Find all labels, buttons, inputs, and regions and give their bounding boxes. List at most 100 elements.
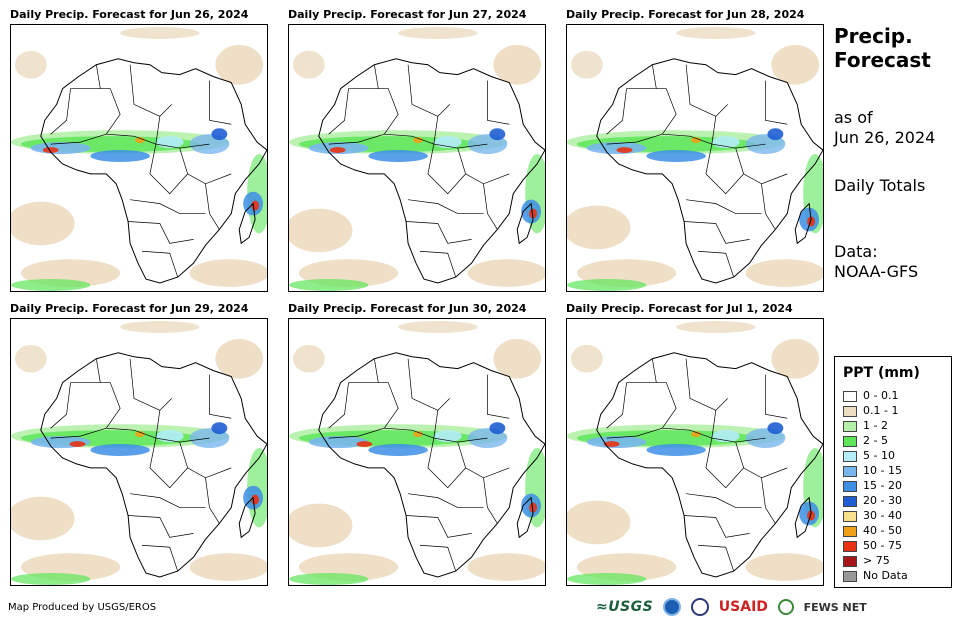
legend-item: 0.1 - 1 xyxy=(843,404,898,418)
precip-area xyxy=(292,344,325,373)
precip-area xyxy=(489,422,506,435)
country-border xyxy=(684,221,750,244)
country-border xyxy=(149,144,188,195)
country-border xyxy=(205,183,220,230)
precip-area xyxy=(356,441,373,448)
country-border xyxy=(95,64,101,89)
precip-area xyxy=(189,259,267,287)
precip-area xyxy=(292,50,325,79)
precip-area xyxy=(11,279,91,291)
precip-area xyxy=(11,201,75,246)
legend-swatch xyxy=(843,555,857,567)
country-border xyxy=(686,493,762,508)
country-border xyxy=(328,382,349,429)
legend-label: > 75 xyxy=(863,554,890,567)
precip-area xyxy=(676,321,756,333)
country-border xyxy=(106,427,156,439)
madagascar-outline xyxy=(794,202,812,245)
country-border xyxy=(328,88,349,135)
legend-item: 30 - 40 xyxy=(843,509,902,523)
country-border xyxy=(433,116,488,149)
precip-area xyxy=(586,142,647,155)
precip-area xyxy=(529,502,538,513)
precip-area xyxy=(567,500,631,545)
africa-map xyxy=(288,24,546,292)
usaid-logo: USAID xyxy=(718,599,768,615)
country-border xyxy=(141,250,179,278)
legend-swatch xyxy=(843,510,857,522)
legend-label: No Data xyxy=(863,569,908,582)
country-border xyxy=(328,133,385,145)
precip-area xyxy=(215,44,264,85)
country-border xyxy=(487,80,510,125)
data-source-name: NOAA-GFS xyxy=(834,262,919,281)
legend-label: 50 - 75 xyxy=(863,539,902,552)
precip-area xyxy=(771,44,820,85)
seal-logo-icon xyxy=(690,598,709,616)
map-canvas xyxy=(289,27,545,291)
precip-area xyxy=(30,142,91,155)
legend-swatch xyxy=(843,495,857,507)
as-of-line1: as of xyxy=(834,108,873,127)
madagascar-outline xyxy=(238,496,256,539)
legend-swatch xyxy=(843,450,857,462)
daily-totals-text: Daily Totals xyxy=(834,176,926,195)
legend-swatch xyxy=(843,540,857,552)
fews-net-logo: FEWS NET xyxy=(803,600,867,614)
country-border xyxy=(70,382,121,429)
panel-title: Daily Precip. Forecast for Jun 26, 2024 xyxy=(10,8,249,21)
country-border xyxy=(407,358,450,411)
precip-area xyxy=(11,496,75,541)
legend-swatch xyxy=(843,525,857,537)
precip-area xyxy=(251,494,260,505)
africa-coastline xyxy=(318,352,545,578)
country-border xyxy=(705,144,744,195)
country-border xyxy=(95,358,101,383)
country-border xyxy=(407,64,450,117)
africa-map xyxy=(566,24,824,292)
precip-area xyxy=(467,553,545,581)
country-border xyxy=(130,493,206,508)
country-border xyxy=(626,382,677,429)
precip-area xyxy=(567,279,647,291)
precip-area xyxy=(398,321,478,333)
country-border xyxy=(406,515,472,538)
legend-item: 5 - 10 xyxy=(843,449,895,463)
globe-icon xyxy=(777,599,794,615)
precip-area xyxy=(529,208,538,219)
country-border xyxy=(408,199,484,214)
africa-coastline xyxy=(596,58,823,284)
africa-coastline xyxy=(318,58,545,284)
data-source-text: Data: NOAA-GFS xyxy=(834,242,918,282)
legend-swatch xyxy=(843,570,857,582)
country-border xyxy=(50,382,71,429)
precip-area xyxy=(289,573,369,585)
country-border xyxy=(662,427,712,439)
legend-item: 2 - 5 xyxy=(843,434,888,448)
precip-area xyxy=(567,205,631,250)
legend-label: 0.1 - 1 xyxy=(863,404,899,417)
country-border xyxy=(686,199,762,214)
country-border xyxy=(50,427,107,439)
country-border xyxy=(128,221,194,244)
legend-swatch xyxy=(843,480,857,492)
country-border xyxy=(205,477,220,524)
africa-coastline xyxy=(40,58,267,284)
legend-label: 10 - 15 xyxy=(863,464,902,477)
precip-area xyxy=(570,344,603,373)
country-border xyxy=(606,133,663,145)
country-border xyxy=(761,183,776,230)
country-border xyxy=(626,88,677,135)
map-credit: Map Produced by USGS/EROS xyxy=(8,602,157,613)
as-of-text: as of Jun 26, 2024 xyxy=(834,108,935,148)
africa-map xyxy=(10,318,268,586)
country-border xyxy=(685,358,728,411)
country-border xyxy=(419,250,457,278)
panel-title: Daily Precip. Forecast for Jun 28, 2024 xyxy=(566,8,805,21)
precip-area xyxy=(398,27,478,39)
legend-swatch xyxy=(843,420,857,432)
africa-map xyxy=(288,318,546,586)
africa-coastline xyxy=(40,352,267,578)
country-border xyxy=(348,88,399,135)
country-border xyxy=(128,515,194,538)
